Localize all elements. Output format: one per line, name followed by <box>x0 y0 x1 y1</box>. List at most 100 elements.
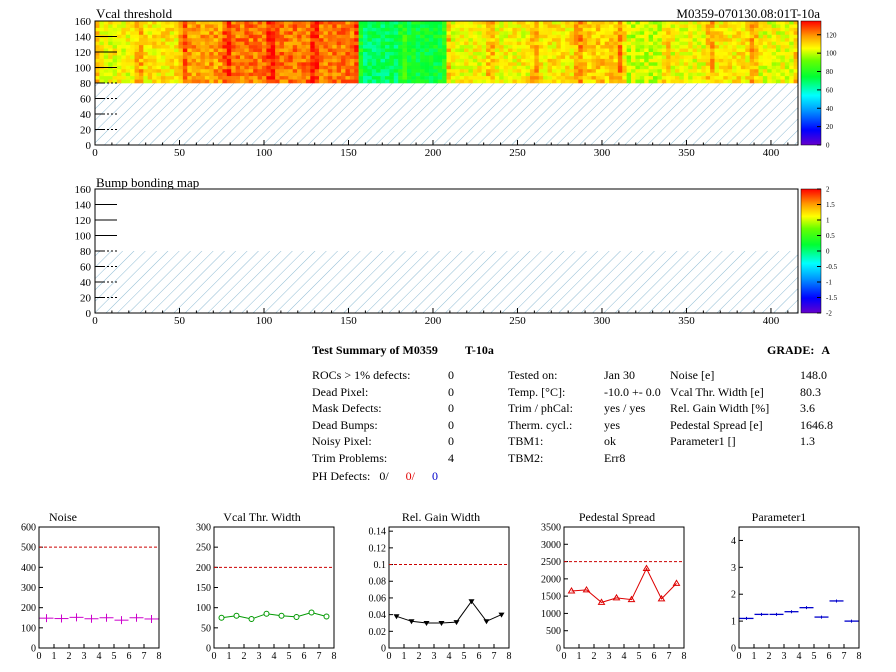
heatmap-cell <box>160 79 166 84</box>
heatmap-cell <box>472 69 478 73</box>
heatmap-cell <box>450 41 456 46</box>
heatmap-cell <box>701 69 707 73</box>
heatmap-cell <box>784 48 790 53</box>
heatmap-cell <box>253 72 258 77</box>
heatmap-cell <box>239 58 245 63</box>
x-tick-label: 7 <box>667 651 672 662</box>
heatmap-cell <box>569 52 575 56</box>
heatmap-cell <box>503 48 509 53</box>
heatmap-cell <box>108 38 113 42</box>
heatmap-cell <box>174 72 179 77</box>
heatmap-cell <box>688 79 693 84</box>
heatmap-cell <box>178 38 184 42</box>
x-tick-label: 3 <box>82 651 87 662</box>
data-point <box>483 619 490 625</box>
heatmap-cell <box>683 62 689 67</box>
heatmap-cell <box>152 27 157 32</box>
heatmap-cell <box>674 41 680 46</box>
heatmap-cell <box>165 65 170 70</box>
heatmap-cell <box>143 55 149 60</box>
heatmap-cell <box>327 38 333 42</box>
heatmap-cell <box>776 34 781 39</box>
heatmap-cell <box>490 34 496 39</box>
plot-title: Pedestal Spread <box>579 510 655 524</box>
heatmap-cell <box>345 62 351 67</box>
heatmap-cell <box>710 55 715 60</box>
heatmap-cell <box>600 24 605 29</box>
heatmap-cell <box>679 31 685 36</box>
heatmap-cell <box>226 76 232 80</box>
heatmap-cell <box>679 27 685 32</box>
heatmap-cell <box>367 52 373 56</box>
heatmap-cell <box>727 21 733 25</box>
heatmap-cell <box>674 27 680 32</box>
heatmap-cell <box>152 21 157 25</box>
heatmap-cell <box>718 48 724 53</box>
heatmap-cell <box>213 62 219 67</box>
heatmap-cell <box>336 21 342 25</box>
heatmap-cell <box>653 65 658 70</box>
heatmap-cell <box>666 79 671 84</box>
heatmap-cell <box>771 69 777 73</box>
heatmap-cell <box>543 76 548 80</box>
heatmap-cell <box>398 24 403 29</box>
heatmap-cell <box>130 31 135 36</box>
heatmap-cell <box>701 76 707 80</box>
heatmap-cell <box>771 72 777 77</box>
heatmap-cell <box>130 72 135 77</box>
heatmap-cell <box>169 58 175 63</box>
heatmap-cell <box>762 62 768 67</box>
y-tick-label: 140 <box>75 200 92 212</box>
heatmap-cell <box>556 55 562 60</box>
heatmap-cell <box>288 48 294 53</box>
heatmap-cell <box>464 38 469 42</box>
heatmap-cell <box>490 55 496 60</box>
y-tick-label: 160 <box>75 16 92 28</box>
y-tick-label: 500 <box>21 543 36 554</box>
heatmap-cell <box>767 24 772 29</box>
heatmap-cell <box>442 52 447 56</box>
y-tick-label: 250 <box>196 543 211 554</box>
heatmap-cell <box>732 62 737 67</box>
heatmap-cell <box>279 48 285 53</box>
heatmap-cell <box>556 65 562 70</box>
heatmap-cell <box>191 58 197 63</box>
parameter-value: 1646.8 <box>800 417 833 432</box>
heatmap-cell <box>156 79 162 84</box>
heatmap-cell <box>472 62 478 67</box>
heatmap-cell <box>116 79 122 84</box>
heatmap-cell <box>398 27 403 32</box>
heatmap-cell <box>341 62 346 67</box>
heatmap-cell <box>165 34 170 39</box>
heatmap-cell <box>683 24 689 29</box>
heatmap-cell <box>450 24 456 29</box>
heatmap-cell <box>644 79 649 84</box>
heatmap-cell <box>437 45 443 49</box>
heatmap-cell <box>187 69 192 73</box>
heatmap-cell <box>323 62 329 67</box>
defect-label: ROCs > 1% defects: <box>312 368 411 382</box>
heatmap-cell <box>494 65 500 70</box>
heatmap-cell <box>301 34 307 39</box>
heatmap-cell <box>248 62 254 67</box>
heatmap-cell <box>336 69 342 73</box>
heatmap-cell <box>200 41 206 46</box>
heatmap-cell <box>490 58 496 63</box>
data-point <box>438 620 445 626</box>
heatmap-cell <box>732 38 737 42</box>
heatmap-cell <box>156 34 162 39</box>
heatmap-cell <box>472 65 478 70</box>
heatmap-cell <box>297 58 302 63</box>
heatmap-cell <box>305 72 311 77</box>
heatmap-cell <box>433 38 439 42</box>
heatmap-cell <box>604 55 610 60</box>
heatmap-cell <box>679 41 685 46</box>
heatmap-cell <box>398 52 403 56</box>
heatmap-cell <box>112 48 118 53</box>
condition-label: Trim / phCal: <box>508 401 573 416</box>
heatmap-cell <box>402 76 408 80</box>
heatmap-cell <box>341 45 346 49</box>
heatmap-cell <box>279 76 285 80</box>
heatmap-cell <box>529 48 535 53</box>
